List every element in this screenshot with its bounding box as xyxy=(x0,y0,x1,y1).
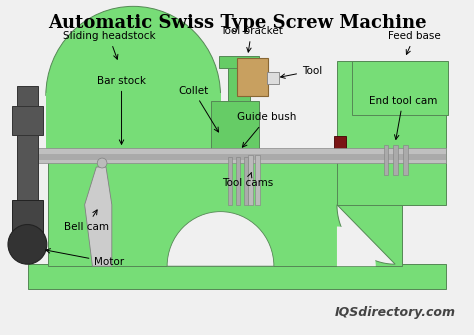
Text: Bar stock: Bar stock xyxy=(97,76,146,144)
Bar xyxy=(337,61,446,205)
Circle shape xyxy=(97,158,107,168)
Text: Tool: Tool xyxy=(281,66,322,78)
Bar xyxy=(12,200,43,254)
Bar xyxy=(237,58,268,95)
Text: Automatic Swiss Type Screw Machine: Automatic Swiss Type Screw Machine xyxy=(48,14,426,32)
Text: Motor: Motor xyxy=(46,249,125,267)
Text: Feed base: Feed base xyxy=(388,31,441,54)
Wedge shape xyxy=(167,212,274,266)
Bar xyxy=(48,95,218,160)
Text: Sliding headstock: Sliding headstock xyxy=(63,31,155,59)
Bar xyxy=(248,155,253,205)
Bar xyxy=(28,264,446,289)
Bar xyxy=(46,92,220,160)
Text: Guide bush: Guide bush xyxy=(237,113,297,147)
Bar xyxy=(17,154,446,160)
Text: Tool bracket: Tool bracket xyxy=(220,26,283,52)
Bar xyxy=(48,159,402,266)
Text: IQSdirectory.com: IQSdirectory.com xyxy=(334,306,456,319)
Bar xyxy=(244,157,248,205)
Bar xyxy=(236,157,240,205)
Bar xyxy=(352,61,447,116)
Bar xyxy=(267,72,279,84)
Bar xyxy=(17,148,446,163)
Polygon shape xyxy=(85,167,112,266)
Bar xyxy=(219,56,259,68)
Circle shape xyxy=(8,224,47,264)
Bar xyxy=(383,145,388,175)
Bar xyxy=(393,145,398,175)
Text: Collet: Collet xyxy=(178,86,219,132)
Text: Bell cam: Bell cam xyxy=(64,210,109,231)
Text: End tool cam: End tool cam xyxy=(369,95,437,139)
Wedge shape xyxy=(46,6,220,95)
Text: Tool cams: Tool cams xyxy=(222,173,273,188)
Polygon shape xyxy=(337,205,395,264)
Bar xyxy=(334,136,346,162)
Bar xyxy=(403,145,408,175)
Bar xyxy=(17,86,38,205)
Bar xyxy=(12,106,43,135)
Bar xyxy=(211,100,259,160)
Bar xyxy=(228,66,250,100)
Bar xyxy=(255,155,260,205)
Wedge shape xyxy=(337,226,376,266)
Bar xyxy=(228,157,232,205)
